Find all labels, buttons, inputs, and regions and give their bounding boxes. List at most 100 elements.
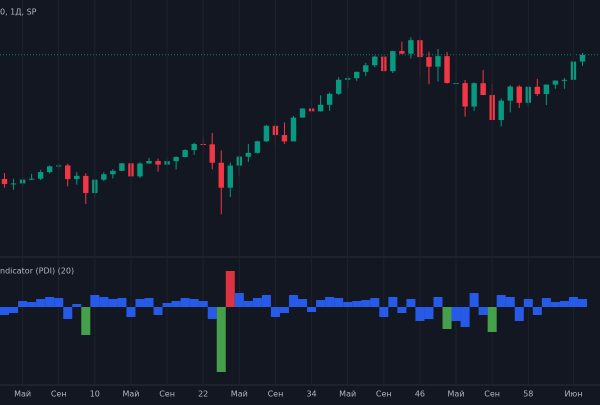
candle-body: [245, 152, 252, 157]
histogram-bar: [478, 307, 488, 315]
x-tick-label: Сен: [268, 390, 284, 399]
histogram-bar: [207, 307, 217, 319]
candle-body: [390, 51, 396, 72]
x-tick-label: Июн: [564, 390, 582, 399]
histogram-bar: [298, 299, 308, 307]
candle-body: [37, 172, 44, 179]
candle-body: [363, 65, 369, 72]
histogram-bar: [352, 301, 362, 307]
candle-body: [435, 56, 441, 67]
x-tick-label: Сен: [159, 390, 175, 399]
indicator-title: ndicator (PDI) (20): [0, 267, 74, 276]
histogram-bar: [487, 307, 497, 332]
histogram-bar: [577, 299, 587, 307]
x-tick-label: Май: [448, 390, 465, 399]
candle-body: [335, 79, 342, 94]
candle-body: [498, 100, 504, 120]
histogram-bar: [108, 299, 118, 307]
candle-body: [10, 183, 17, 185]
chart-title: 0, 1Д, SP: [0, 8, 37, 17]
candle-body: [83, 175, 89, 193]
histogram-bar: [216, 307, 226, 372]
histogram-bar: [180, 298, 190, 307]
histogram-bar: [225, 271, 235, 307]
histogram-bar: [460, 307, 470, 327]
histogram-bar: [334, 298, 344, 307]
histogram-bar: [27, 302, 37, 307]
candle-body: [209, 144, 215, 163]
x-tick-label: 46: [415, 390, 425, 399]
histogram-bar: [370, 298, 380, 307]
histogram-bar: [171, 301, 181, 307]
candle-body: [263, 125, 270, 142]
histogram-bar: [162, 303, 172, 307]
x-tick-label: Май: [231, 390, 248, 399]
candle-body: [516, 86, 522, 103]
candle-body: [290, 117, 297, 142]
candle-body: [480, 83, 486, 96]
histogram-bar: [126, 307, 136, 317]
candle-body: [399, 51, 405, 54]
histogram-bar: [63, 307, 73, 319]
candle-body: [543, 84, 550, 95]
histogram-bar: [90, 295, 100, 307]
candle-body: [137, 163, 143, 177]
histogram-bar: [307, 307, 317, 312]
histogram-bar: [72, 304, 82, 307]
candle-body: [552, 80, 559, 85]
candle-body: [471, 83, 477, 107]
candle-body: [534, 86, 541, 95]
histogram-bar: [541, 298, 551, 307]
x-tick-label: 58: [523, 390, 533, 399]
candle-body: [1, 178, 8, 184]
histogram-bar: [523, 299, 533, 307]
candle-body: [579, 54, 586, 62]
candle-body: [146, 160, 152, 164]
candle-body: [28, 178, 35, 180]
histogram-bar: [325, 297, 335, 307]
candle-body: [561, 79, 568, 81]
candle-body: [444, 56, 450, 84]
x-tick-label: Май: [122, 390, 139, 399]
histogram-bar: [243, 301, 253, 307]
histogram-bar: [198, 301, 208, 307]
candle-body: [354, 71, 360, 79]
candle-body: [74, 175, 80, 180]
histogram-bar: [18, 301, 28, 307]
histogram-bar: [288, 295, 299, 307]
candle-body: [155, 160, 161, 165]
histogram-bar: [361, 300, 371, 307]
histogram-bar: [343, 302, 353, 307]
candle-body: [254, 141, 261, 153]
histogram-bar: [433, 297, 443, 307]
candle-body: [408, 40, 414, 54]
x-tick-label: 34: [306, 390, 316, 399]
candle-body: [110, 170, 116, 175]
histogram-bar: [234, 293, 244, 307]
histogram-bar: [397, 307, 407, 313]
candle-body: [426, 57, 432, 67]
histogram-bar: [496, 295, 506, 307]
candle-body: [46, 166, 53, 173]
histogram-bar: [415, 307, 425, 321]
candle-body: [299, 108, 306, 118]
histogram-bar: [505, 297, 515, 307]
histogram-bar: [559, 301, 569, 307]
histogram-bar: [532, 307, 542, 315]
candle-body: [173, 157, 179, 162]
candle-body: [507, 86, 513, 101]
x-tick-label: 10: [90, 390, 100, 399]
histogram-bar: [81, 307, 91, 335]
histogram-bar: [514, 307, 524, 321]
histogram-bar: [379, 307, 389, 317]
histogram-bar: [153, 307, 163, 315]
x-tick-label: 22: [198, 390, 208, 399]
histogram-bar: [279, 307, 289, 313]
histogram-bar: [388, 297, 398, 307]
histogram-bar: [469, 293, 479, 307]
candle-body: [462, 83, 468, 107]
x-tick-label: Сен: [484, 390, 500, 399]
histogram-bar: [54, 298, 64, 307]
